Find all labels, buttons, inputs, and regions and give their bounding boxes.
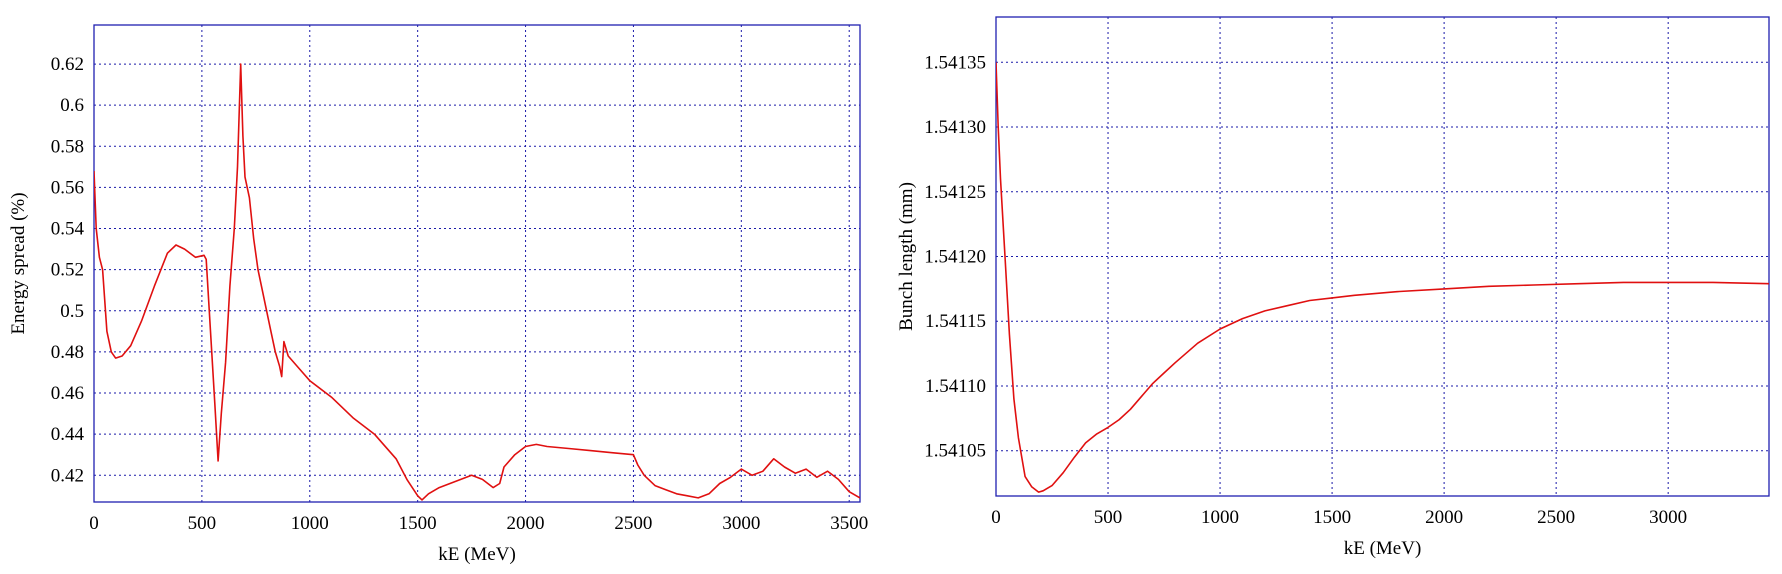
x-tick-label: 500 [1094,507,1123,528]
x-tick-label: 2000 [507,513,545,534]
x-tick-label: 2500 [1537,507,1575,528]
y-axis-label: Energy spread (%) [8,192,29,334]
series-line [94,63,860,501]
x-tick-label: 3000 [1649,507,1687,528]
y-tick-label: 1.54110 [925,376,986,397]
y-tick-label: 0.6 [60,95,84,116]
series-line [996,62,1769,493]
y-tick-label: 0.44 [51,424,85,445]
bunch-length-chart: 0 500 1000 1500 2000 2500 3000 1.54105 1.54110 1.… [896,16,1770,559]
x-tick-label: 2000 [1425,507,1463,528]
x-tick-label: 1000 [1201,507,1239,528]
y-tick-label: 1.54120 [924,247,986,268]
x-tick-label: 0 [991,507,1001,528]
y-tick-label: 1.54105 [924,441,986,462]
x-tick-label: 1500 [399,513,437,534]
y-tick-label: 1.54130 [924,117,986,138]
y-tick-label: 0.58 [51,136,84,157]
plot-frame [93,24,861,503]
x-axis-label: kE (MeV) [438,544,516,565]
y-tick-label: 0.46 [51,383,84,404]
y-tick-label: 1.54115 [925,311,986,332]
x-tick-label: 3500 [830,513,868,534]
x-axis-label: kE (MeV) [1344,538,1422,559]
y-tick-label: 0.54 [51,219,85,240]
x-tick-label: 0 [89,513,99,534]
x-tick-label: 500 [188,513,217,534]
x-tick-label: 3000 [722,513,760,534]
y-tick-label: 1.54125 [924,182,986,203]
y-tick-label: 0.62 [51,54,84,75]
y-tick-label: 0.48 [51,342,84,363]
energy-spread-chart: 0 500 1000 1500 2000 2500 3000 3500 0.42 0.44 0.46… [8,24,868,565]
plot-frame [995,16,1770,497]
y-tick-label: 0.52 [51,260,84,281]
x-tick-label: 2500 [614,513,652,534]
y-tick-label: 1.54135 [924,52,986,73]
y-tick-label: 0.5 [60,301,84,322]
y-tick-label: 0.42 [51,465,84,486]
y-axis-label: Bunch length (mm) [896,182,917,331]
y-tick-label: 0.56 [51,177,84,198]
x-tick-label: 1000 [291,513,329,534]
x-tick-label: 1500 [1313,507,1351,528]
